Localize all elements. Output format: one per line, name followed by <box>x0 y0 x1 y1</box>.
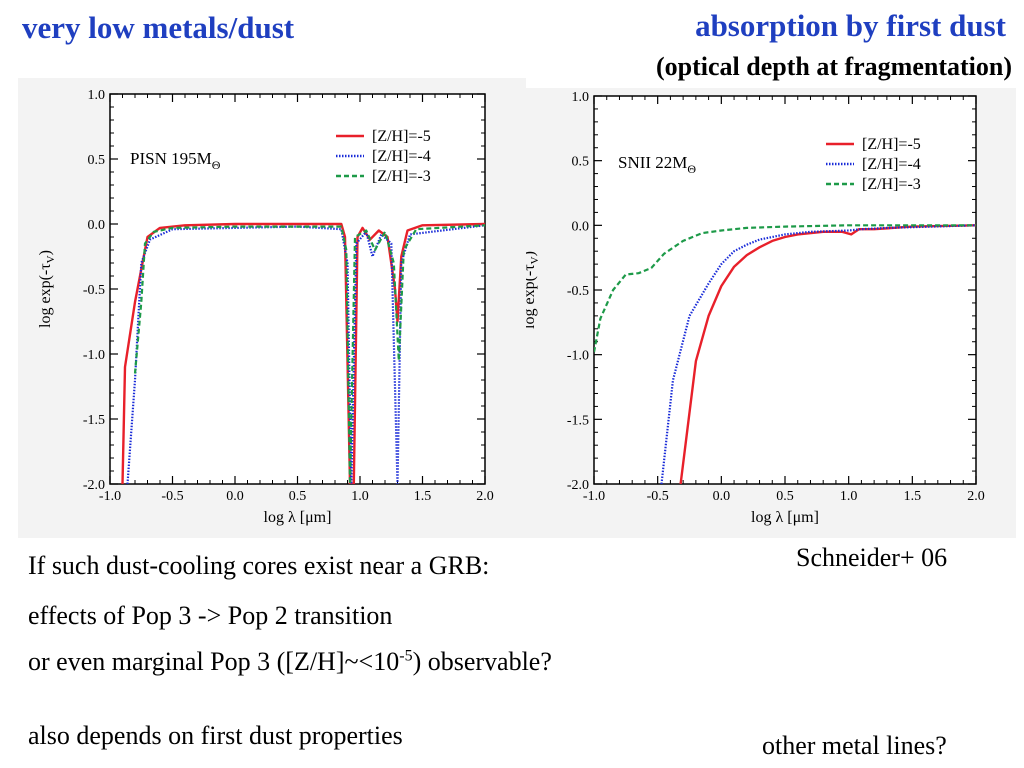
y-axis-label: log exp(-τV) <box>526 251 541 329</box>
text-line-3-b: ) observable? <box>412 647 552 676</box>
x-tick-label: 1.5 <box>904 489 922 504</box>
text-line-3-sup: -5 <box>399 647 413 665</box>
y-tick-label: -1.0 <box>567 349 589 364</box>
x-tick-label: -0.5 <box>161 489 183 504</box>
legend-label: [Z/H]=-3 <box>862 176 921 193</box>
title-left: very low metals/dust <box>22 10 295 45</box>
x-tick-label: 0.5 <box>776 489 794 504</box>
y-axis-label: log exp(-τV) <box>37 250 57 328</box>
y-tick-label: 0.0 <box>572 219 590 234</box>
text-line-1: If such dust-cooling cores exist near a … <box>28 551 490 580</box>
x-axis-label: log λ [μm] <box>264 509 332 526</box>
text-line-5: other metal lines? <box>762 731 947 760</box>
subtitle: (optical depth at fragmentation) <box>655 52 1012 81</box>
x-tick-label: -1.0 <box>583 489 605 504</box>
series-line-2 <box>660 224 976 484</box>
y-tick-label: -1.5 <box>567 413 589 428</box>
x-tick-label: 1.0 <box>351 489 369 504</box>
y-tick-label: -1.0 <box>83 348 105 363</box>
plot-area <box>593 95 977 485</box>
y-tick-label: 0.5 <box>88 153 106 168</box>
chart-annotation: SNII 22MΘ <box>618 153 696 176</box>
legend-label: [Z/H]=-5 <box>372 128 431 145</box>
x-tick-label: -0.5 <box>647 489 669 504</box>
text-line-2: effects of Pop 3 -> Pop 2 transition <box>28 601 393 630</box>
y-tick-label: -2.0 <box>83 478 105 493</box>
x-tick-label: 0.0 <box>226 489 244 504</box>
text-line-4: also depends on first dust properties <box>28 721 403 750</box>
y-tick-label: -2.0 <box>567 478 589 493</box>
text-line-3: or even marginal Pop 3 ([Z/H]~<10-5) obs… <box>28 646 552 677</box>
y-tick-label: -1.5 <box>83 413 105 428</box>
title-right: absorption by first dust <box>695 8 1006 43</box>
y-tick-label: 1.0 <box>88 88 106 103</box>
citation: Schneider+ 06 <box>796 543 948 572</box>
chart-snii: -1.0 -0.5 0.0 0.5 1.0 1.5 2.0 1.0 0.5 0.0 -0.5 -1.0… <box>526 90 985 526</box>
x-tick-label: 0.0 <box>713 489 731 504</box>
chart-annotation: PISN 195MΘ <box>130 149 221 172</box>
y-tick-label: -0.5 <box>567 284 589 299</box>
text-line-3-a: or even marginal Pop 3 ([Z/H]~<10 <box>28 647 400 676</box>
series-line-3 <box>594 224 976 353</box>
series-line-2 <box>126 224 485 484</box>
chart-pisn: -1.0 -0.5 0.0 0.5 1.0 1.5 2.0 1.0 0.5 0.0 -0.5 -1.0… <box>37 88 494 526</box>
x-tick-label: 2.0 <box>476 489 494 504</box>
legend-label: [Z/H]=-3 <box>372 168 431 185</box>
series-line-1 <box>679 224 976 484</box>
x-tick-label: 2.0 <box>967 489 985 504</box>
x-tick-label: 1.0 <box>840 489 858 504</box>
x-tick-label: 0.5 <box>289 489 307 504</box>
x-axis-label: log λ [μm] <box>751 509 819 526</box>
legend-label: [Z/H]=-4 <box>862 156 921 173</box>
legend-label: [Z/H]=-4 <box>372 148 431 165</box>
y-tick-label: 1.0 <box>572 90 590 105</box>
x-tick-label: -1.0 <box>99 489 121 504</box>
y-tick-label: 0.5 <box>572 155 590 170</box>
series-line-3 <box>133 224 485 484</box>
y-tick-label: -0.5 <box>83 283 105 298</box>
plot-area <box>109 93 486 485</box>
legend-label: [Z/H]=-5 <box>862 136 921 153</box>
x-tick-label: 1.5 <box>414 489 432 504</box>
y-tick-label: 0.0 <box>88 218 106 233</box>
